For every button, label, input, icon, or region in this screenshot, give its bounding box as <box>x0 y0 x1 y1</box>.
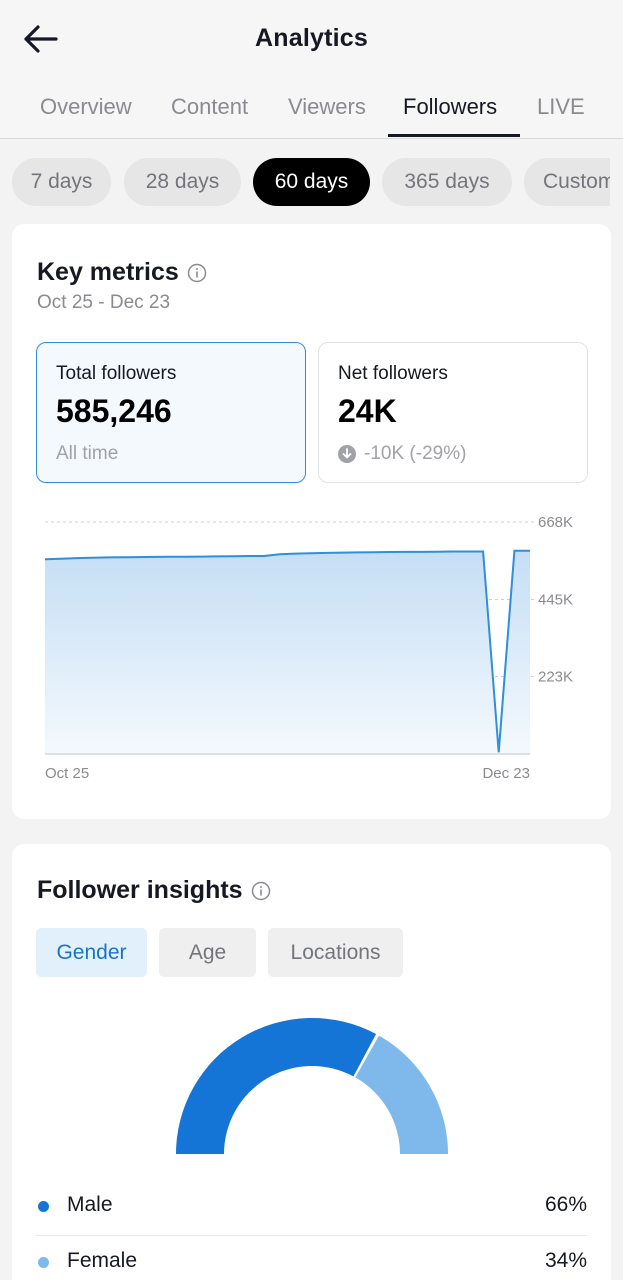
followers-chart: 668K 445K 223K Oct 25 Dec 23 <box>44 514 573 782</box>
legend-value-male: 66% <box>544 1193 587 1216</box>
legend-dot-male <box>38 1201 49 1212</box>
info-icon[interactable] <box>187 263 207 283</box>
arrow-left-icon <box>24 25 58 53</box>
donut-slice-female <box>355 1035 448 1154</box>
arrow-down-circle-icon <box>338 445 356 463</box>
followers-area <box>45 550 530 754</box>
top-bar: Analytics Overview Content Viewers Follo… <box>0 0 623 139</box>
key-metrics-card: Key metrics Oct 25 - Dec 23 Total follow… <box>12 224 611 819</box>
tab-bar: Overview Content Viewers Followers LIVE <box>0 94 623 139</box>
back-button[interactable] <box>22 22 62 56</box>
x-tick-label: Dec 23 <box>482 765 530 782</box>
total-followers-label: Total followers <box>56 363 177 384</box>
tab-content[interactable]: Content <box>171 94 249 119</box>
total-followers-value: 585,246 <box>56 393 172 429</box>
legend-row-male: Male 66% <box>36 1180 587 1236</box>
info-icon[interactable] <box>251 881 271 901</box>
segment-gender[interactable]: Gender <box>36 928 147 977</box>
period-7-days[interactable]: 7 days <box>12 158 111 206</box>
gender-donut-chart <box>176 1018 448 1154</box>
x-tick-label: Oct 25 <box>45 765 89 782</box>
net-followers-change-text: -10K (-29%) <box>364 443 467 464</box>
net-followers-card[interactable]: Net followers 24K -10K (-29%) <box>318 342 588 483</box>
follower-insights-title: Follower insights <box>37 876 243 904</box>
period-60-days[interactable]: 60 days <box>253 158 370 206</box>
net-followers-change: -10K (-29%) <box>338 443 466 465</box>
followers-line <box>44 549 531 753</box>
segment-locations[interactable]: Locations <box>268 928 403 977</box>
y-tick-label: 668K <box>538 514 573 531</box>
total-followers-sub: All time <box>56 443 119 464</box>
legend-label-female: Female <box>67 1249 138 1272</box>
segment-age[interactable]: Age <box>159 928 256 977</box>
key-metrics-header: Key metrics <box>37 258 207 287</box>
page-title: Analytics <box>255 24 368 52</box>
follower-insights-card: Follower insights Gender Age Locations M… <box>12 844 611 1280</box>
follower-insights-header: Follower insights <box>37 876 271 905</box>
net-followers-value: 24K <box>338 393 397 429</box>
tab-followers[interactable]: Followers <box>403 94 498 119</box>
legend-dot-female <box>38 1257 49 1268</box>
period-365-days[interactable]: 365 days <box>382 158 512 206</box>
legend-label-male: Male <box>67 1193 113 1216</box>
net-followers-label: Net followers <box>338 363 448 384</box>
total-followers-card[interactable]: Total followers 585,246 All time <box>36 342 306 483</box>
y-tick-label: 223K <box>538 669 573 686</box>
active-tab-indicator <box>388 134 520 137</box>
key-metrics-title: Key metrics <box>37 258 179 286</box>
legend-value-female: 34% <box>544 1249 587 1272</box>
period-28-days[interactable]: 28 days <box>124 158 241 206</box>
period-custom[interactable]: Custom <box>524 158 610 206</box>
tab-viewers[interactable]: Viewers <box>288 94 366 119</box>
legend-row-female: Female 34% <box>36 1236 587 1280</box>
tab-overview[interactable]: Overview <box>40 94 132 119</box>
period-selector: 7 days 28 days 60 days 365 days Custom <box>0 158 610 208</box>
donut-slice-male <box>176 1018 377 1154</box>
date-range: Oct 25 - Dec 23 <box>37 292 171 313</box>
y-tick-label: 445K <box>538 591 573 608</box>
divider <box>36 1235 587 1236</box>
tab-live[interactable]: LIVE <box>537 94 585 119</box>
